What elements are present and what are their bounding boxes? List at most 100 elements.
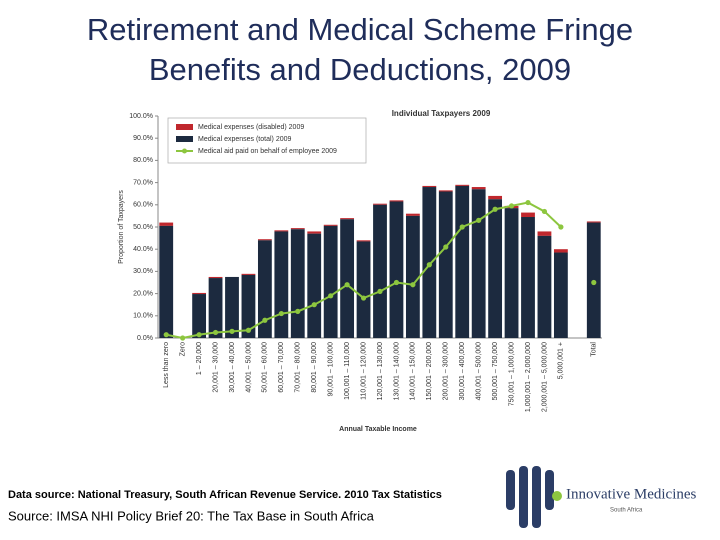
bar bbox=[405, 215, 420, 338]
bar bbox=[405, 213, 420, 216]
bar bbox=[455, 184, 470, 186]
bar bbox=[488, 199, 503, 338]
x-tick-label: 5,000,001 + bbox=[558, 342, 565, 379]
bar bbox=[323, 225, 338, 338]
x-tick-label: 140,001 – 150,000 bbox=[410, 342, 417, 400]
bar bbox=[373, 204, 387, 338]
x-tick-label: 60,001 – 70,000 bbox=[278, 342, 285, 393]
line-point bbox=[410, 282, 416, 288]
legend-label: Medical aid paid on behalf of employee 2… bbox=[198, 148, 337, 155]
bar bbox=[192, 292, 207, 295]
y-tick-label: 40.0% bbox=[133, 246, 153, 253]
bar bbox=[389, 200, 404, 202]
line-point bbox=[508, 203, 515, 209]
bar bbox=[208, 278, 223, 338]
logo-bar bbox=[532, 466, 541, 528]
line-point bbox=[163, 332, 169, 338]
bar bbox=[241, 274, 256, 338]
bar bbox=[225, 276, 239, 338]
bar bbox=[471, 189, 486, 338]
data-source: Data source: National Treasury, South Af… bbox=[8, 489, 442, 501]
bar bbox=[192, 294, 207, 338]
bar bbox=[422, 185, 437, 188]
bar bbox=[389, 201, 404, 338]
bar bbox=[356, 240, 371, 242]
bar bbox=[438, 190, 453, 192]
bar bbox=[307, 231, 322, 234]
y-tick-label: 0.0% bbox=[137, 335, 153, 342]
line-point bbox=[295, 308, 301, 314]
bar bbox=[340, 219, 355, 338]
x-tick-label: 300,001 – 400,000 bbox=[459, 342, 466, 400]
bar bbox=[257, 240, 272, 338]
bar bbox=[373, 203, 387, 205]
x-tick-label: 750,001 – 1,000,000 bbox=[508, 342, 515, 406]
x-tick-label: 400,001 – 500,000 bbox=[476, 342, 483, 400]
x-tick-label: 1,000,001 – 2,000,000 bbox=[525, 342, 532, 412]
line-point bbox=[525, 199, 531, 206]
bar bbox=[521, 212, 535, 218]
x-tick-label: 30,001 – 40,000 bbox=[229, 342, 236, 393]
y-tick-label: 10.0% bbox=[133, 313, 153, 320]
y-tick-label: 80.0% bbox=[133, 157, 153, 164]
bar bbox=[274, 230, 289, 232]
bar bbox=[488, 195, 503, 200]
bar bbox=[455, 185, 470, 338]
x-tick-label: Less than zero bbox=[163, 342, 170, 388]
x-tick-label: 20,001 – 30,000 bbox=[212, 342, 219, 393]
logo-bar bbox=[519, 466, 528, 528]
source-note: Source: IMSA NHI Policy Brief 20: The Ta… bbox=[8, 508, 375, 523]
line-point bbox=[393, 279, 400, 286]
y-tick-label: 50.0% bbox=[133, 224, 153, 231]
line-point bbox=[426, 262, 432, 268]
slide-title: Retirement and Medical Scheme Fringe bbox=[87, 12, 633, 47]
line-point bbox=[591, 279, 597, 286]
line-point bbox=[360, 295, 367, 301]
x-tick-label: 1 – 20,000 bbox=[196, 342, 203, 375]
bar bbox=[340, 218, 355, 220]
bar bbox=[471, 187, 486, 190]
x-tick-label: 150,001 – 200,000 bbox=[426, 342, 433, 400]
line-point bbox=[492, 206, 498, 212]
x-tick-label: 80,001 – 90,000 bbox=[311, 342, 318, 393]
line-point bbox=[328, 293, 334, 299]
chart-title: Individual Taxpayers 2009 bbox=[392, 109, 491, 118]
bar bbox=[159, 222, 174, 226]
line-point bbox=[476, 217, 482, 223]
line-point bbox=[212, 329, 219, 336]
x-axis-title: Annual Taxable Income bbox=[339, 426, 417, 433]
bar bbox=[537, 231, 552, 236]
x-tick-label: 130,001 – 140,000 bbox=[393, 342, 400, 400]
y-tick-label: 70.0% bbox=[133, 179, 153, 186]
legend-label: Medical expenses (disabled) 2009 bbox=[198, 124, 304, 131]
logo-bar bbox=[506, 470, 515, 510]
x-tick-label: Zero bbox=[180, 342, 187, 357]
bar bbox=[356, 241, 371, 338]
x-tick-label: 70,001 – 80,000 bbox=[295, 342, 302, 393]
legend-swatch bbox=[176, 124, 193, 130]
line-point bbox=[344, 282, 350, 288]
bar bbox=[290, 229, 305, 338]
line-point bbox=[443, 244, 449, 250]
line-point bbox=[245, 327, 252, 333]
x-tick-label: 2,000,001 – 5,000,000 bbox=[541, 342, 548, 412]
bar bbox=[323, 224, 338, 226]
x-tick-label: 120,001 – 130,000 bbox=[377, 342, 384, 400]
bar bbox=[307, 233, 322, 338]
y-tick-label: 20.0% bbox=[133, 290, 153, 297]
logo: Innovative Medicines South Africa bbox=[506, 466, 697, 528]
bar bbox=[553, 249, 568, 253]
x-tick-label: 100,001 – 110,000 bbox=[344, 342, 351, 400]
bar bbox=[257, 239, 272, 241]
line-point bbox=[311, 302, 317, 308]
x-tick-label: 90,001 – 100,000 bbox=[328, 342, 335, 397]
y-tick-label: 60.0% bbox=[133, 202, 153, 209]
logo-bar bbox=[545, 470, 554, 510]
legend-swatch bbox=[176, 136, 193, 142]
line-point bbox=[278, 310, 284, 317]
slide-title: Benefits and Deductions, 2009 bbox=[149, 52, 571, 87]
line-point bbox=[229, 328, 235, 334]
legend-label: Medical expenses (total) 2009 bbox=[198, 136, 291, 143]
legend-box bbox=[167, 117, 367, 164]
